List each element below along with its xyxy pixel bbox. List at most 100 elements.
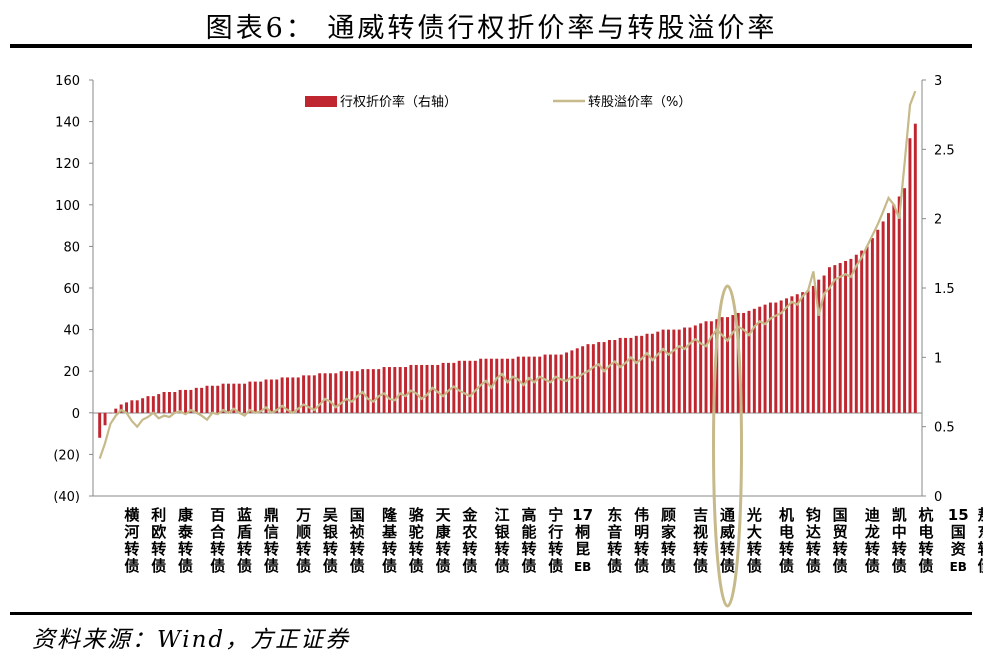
left-tick-label: 20 <box>63 365 80 380</box>
bar <box>414 364 418 413</box>
bar <box>291 377 295 413</box>
bar <box>328 373 332 413</box>
bar <box>570 350 574 413</box>
bar <box>355 371 359 413</box>
bar <box>543 354 547 413</box>
bar <box>768 302 772 413</box>
bar <box>817 279 821 413</box>
bar <box>98 412 102 438</box>
bar <box>586 344 590 413</box>
bar <box>704 321 708 413</box>
bar <box>371 369 375 413</box>
bar <box>516 356 520 413</box>
bar <box>683 327 687 413</box>
left-tick-label: 60 <box>63 282 80 297</box>
category-label: 杭电转债 <box>919 506 934 575</box>
left-tick-label: 40 <box>63 324 80 339</box>
bar <box>656 331 660 413</box>
bar <box>194 387 198 413</box>
bar <box>468 360 472 413</box>
source-note: 资料来源：Wind，方正证券 <box>32 627 351 653</box>
bar <box>259 381 263 413</box>
bar-series <box>98 123 917 438</box>
category-label: 高能转债 <box>521 506 536 575</box>
bar <box>790 296 794 413</box>
bar <box>811 285 815 413</box>
bar <box>913 123 917 413</box>
bar <box>275 379 279 413</box>
bar <box>237 383 241 413</box>
bar <box>527 356 531 413</box>
bar <box>693 325 697 413</box>
left-tick-label: 120 <box>55 157 80 172</box>
bar <box>307 375 311 413</box>
left-tick-label: (20) <box>53 448 80 463</box>
page-title: 图表6： 通威转债行权折价率与转股溢价率 <box>205 13 778 44</box>
premium-line <box>98 90 917 459</box>
bar <box>661 329 665 413</box>
bar <box>865 246 869 413</box>
category-label: 吴银转债 <box>323 506 339 575</box>
title-rule <box>10 44 972 48</box>
bar <box>908 138 912 413</box>
bar <box>146 396 150 413</box>
legend-line-label: 转股溢价率（%） <box>588 94 691 110</box>
category-label: 敖东转债 <box>978 506 983 575</box>
bar <box>806 290 810 413</box>
bar <box>286 377 289 413</box>
category-label: 蓝盾转债 <box>237 506 252 575</box>
bar <box>151 396 155 413</box>
bar <box>785 298 789 413</box>
bar <box>205 385 209 413</box>
bar <box>500 358 504 413</box>
bar <box>602 342 606 413</box>
line-series <box>98 90 917 459</box>
bar <box>849 258 853 413</box>
left-tick-label: 160 <box>55 74 80 89</box>
bar <box>178 389 182 413</box>
bar <box>484 358 488 413</box>
category-label: 江银转债 <box>495 506 511 575</box>
bar <box>747 310 751 413</box>
bar <box>742 312 746 413</box>
bar <box>876 229 880 413</box>
bar <box>221 383 225 413</box>
bar <box>382 367 386 413</box>
bar <box>269 379 273 413</box>
bar <box>565 352 569 413</box>
right-tick-label: 2.5 <box>934 143 955 158</box>
bar <box>264 379 268 413</box>
bar <box>613 340 617 413</box>
bar <box>672 329 676 413</box>
bar <box>345 371 348 413</box>
bar <box>243 383 247 413</box>
bar <box>377 369 381 413</box>
bar <box>441 362 445 413</box>
bar <box>130 400 134 413</box>
bar <box>495 358 499 413</box>
bar <box>591 344 595 413</box>
bar <box>731 315 735 413</box>
bar <box>248 381 252 413</box>
bar <box>420 364 424 413</box>
bar <box>554 354 558 413</box>
category-label: 15 国资 EB <box>948 506 969 574</box>
category-label: 隆基转债 <box>381 506 398 575</box>
bar <box>752 308 756 413</box>
bar <box>184 389 188 413</box>
bar <box>833 265 837 413</box>
bar <box>339 371 343 413</box>
category-label: 17 桐昆 EB <box>572 506 593 574</box>
bar <box>157 394 161 413</box>
bar <box>844 260 848 413</box>
bar <box>216 385 220 413</box>
bar <box>688 327 692 413</box>
category-label: 宁行转债 <box>547 506 563 575</box>
category-label: 机电转债 <box>779 506 794 575</box>
category-label: 百合转债 <box>209 506 226 575</box>
bar <box>334 373 338 413</box>
bar <box>559 354 563 413</box>
bar <box>854 254 858 413</box>
bar <box>366 369 370 413</box>
right-tick-label: 3 <box>934 74 942 89</box>
